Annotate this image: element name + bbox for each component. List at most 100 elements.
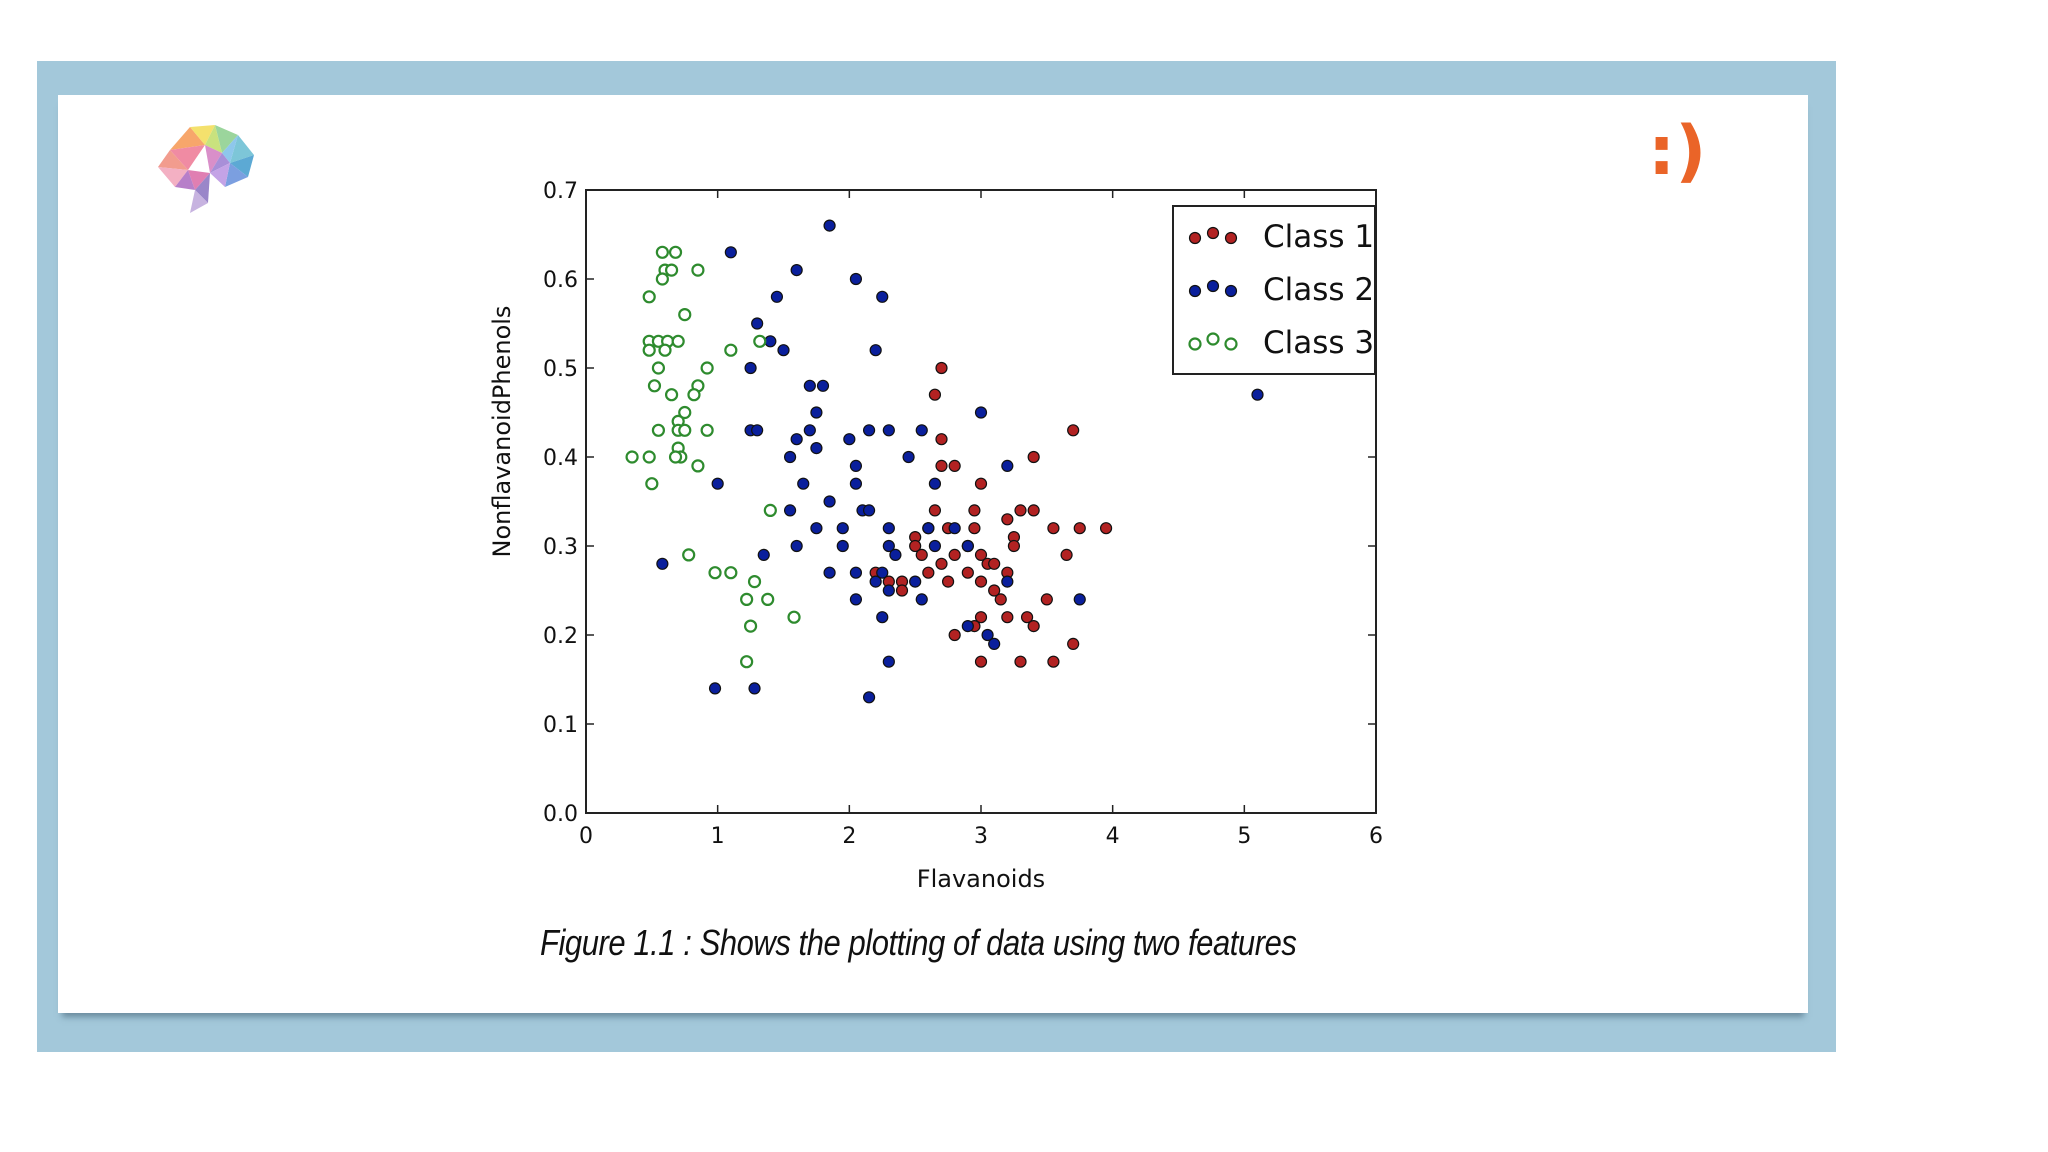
data-point	[708, 566, 722, 580]
data-point	[668, 450, 683, 464]
legend-marker	[1224, 284, 1238, 298]
x-tick-label: 5	[1237, 824, 1251, 849]
data-point	[642, 343, 656, 357]
data-point	[651, 423, 666, 437]
data-point	[687, 388, 701, 402]
data-point	[1047, 655, 1060, 668]
data-point	[928, 504, 942, 517]
data-point	[816, 379, 830, 392]
data-point	[882, 522, 895, 535]
data-point	[700, 361, 714, 375]
data-point	[889, 548, 902, 561]
data-point	[1099, 522, 1113, 535]
data-point	[882, 424, 895, 437]
data-point	[764, 335, 777, 348]
data-point	[642, 290, 656, 304]
data-point	[740, 592, 754, 606]
data-point	[909, 575, 922, 588]
data-point	[708, 682, 722, 695]
legend-label-3: Class 3	[1263, 325, 1374, 361]
data-point	[823, 219, 836, 232]
data-point	[843, 433, 856, 446]
data-point	[862, 691, 876, 704]
data-point	[751, 424, 764, 437]
data-point	[810, 442, 823, 455]
figure-caption: Figure 1.1 : Shows the plotting of data …	[540, 922, 1297, 963]
data-point	[948, 459, 961, 472]
data-point	[783, 450, 797, 464]
data-point	[810, 522, 823, 535]
data-point	[655, 272, 669, 286]
x-tick-label: 0	[579, 824, 593, 849]
legend-marker	[1188, 337, 1202, 351]
data-point	[655, 245, 669, 259]
data-point	[974, 548, 988, 561]
legend-box	[1172, 205, 1376, 375]
data-point	[664, 388, 679, 402]
data-point	[928, 388, 942, 401]
scatter-chart: 0 1 2 3 4 5 6 0.0 0.1 0.2 0.3 0.4 0.5 0.6 0.7 Flavanoid…	[488, 179, 1383, 893]
data-point	[922, 566, 935, 579]
data-point	[1040, 593, 1053, 606]
legend-marker	[1206, 332, 1220, 346]
data-point	[761, 592, 775, 606]
data-point	[1027, 504, 1040, 517]
data-point	[700, 423, 714, 437]
data-point	[1001, 575, 1014, 588]
data-point	[658, 343, 672, 357]
data-point	[994, 593, 1007, 606]
data-point	[645, 477, 659, 491]
data-point	[803, 379, 816, 392]
data-point	[770, 290, 784, 303]
data-point	[678, 423, 692, 437]
data-point	[691, 263, 705, 277]
data-point	[895, 584, 909, 597]
data-point	[790, 539, 803, 553]
legend-marker	[1188, 231, 1202, 245]
x-tick-label: 4	[1106, 824, 1120, 849]
data-point	[1060, 548, 1073, 561]
legend-label-1: Class 1	[1263, 219, 1374, 255]
data-point	[948, 628, 961, 642]
data-point	[974, 611, 988, 624]
data-point	[777, 344, 790, 357]
legend-marker	[1224, 337, 1238, 351]
data-point	[935, 557, 948, 570]
data-point	[751, 317, 764, 330]
y-tick-label: 0.4	[543, 446, 578, 471]
data-point	[691, 459, 705, 473]
y-tick-label: 0.2	[543, 624, 578, 649]
data-point	[724, 343, 738, 357]
data-point	[849, 477, 863, 490]
data-point	[922, 522, 935, 535]
data-point	[664, 263, 679, 277]
data-point	[724, 246, 737, 259]
data-point	[849, 272, 863, 286]
data-point	[1073, 522, 1086, 535]
data-point	[849, 593, 863, 606]
data-point	[1027, 450, 1040, 464]
legend-label-2: Class 2	[1263, 272, 1374, 308]
y-axis-label: NonflavanoidPhenols	[488, 306, 516, 558]
data-point	[747, 575, 762, 589]
data-point	[668, 245, 683, 259]
data-point	[869, 344, 882, 357]
data-point	[968, 504, 981, 517]
data-point	[988, 637, 1001, 650]
x-tick-label: 1	[711, 824, 725, 849]
data-point	[790, 263, 803, 277]
data-point	[797, 477, 810, 490]
data-point	[763, 503, 777, 517]
data-point	[790, 433, 803, 446]
y-tick-label: 0.1	[543, 713, 578, 738]
data-point	[935, 459, 948, 472]
series-3	[625, 245, 801, 669]
data-point	[787, 610, 801, 624]
data-point	[803, 424, 816, 437]
data-point	[849, 459, 863, 472]
data-point	[724, 566, 738, 580]
data-point	[915, 548, 928, 561]
y-tick-label: 0.0	[543, 802, 578, 827]
data-point	[744, 361, 757, 375]
data-point	[783, 504, 797, 517]
